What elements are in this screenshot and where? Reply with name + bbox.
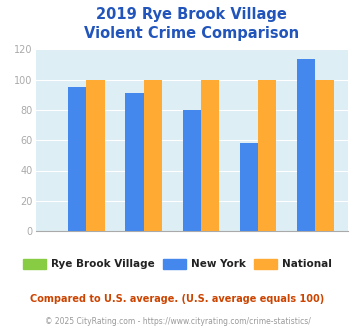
Legend: Rye Brook Village, New York, National: Rye Brook Village, New York, National [18,254,337,274]
Bar [86,80,105,231]
Text: Compared to U.S. average. (U.S. average equals 100): Compared to U.S. average. (U.S. average … [31,294,324,304]
Title: 2019 Rye Brook Village
Violent Crime Comparison: 2019 Rye Brook Village Violent Crime Com… [84,7,299,41]
Bar [315,80,334,231]
Bar [258,80,277,231]
Bar [240,143,258,231]
Bar [182,110,201,231]
Bar [144,80,162,231]
Bar [68,87,86,231]
Bar [297,58,315,231]
Bar [201,80,219,231]
Bar [125,93,144,231]
Text: © 2025 CityRating.com - https://www.cityrating.com/crime-statistics/: © 2025 CityRating.com - https://www.city… [45,317,310,326]
